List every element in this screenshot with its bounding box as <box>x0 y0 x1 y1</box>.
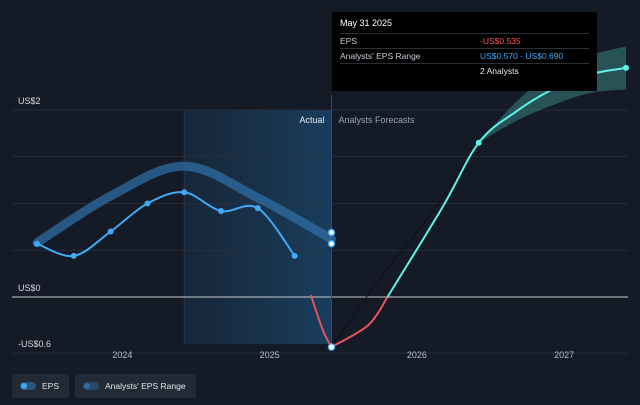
eps-point <box>327 343 336 351</box>
legend-range-label: Analysts' EPS Range <box>105 381 186 391</box>
eps-point <box>218 207 225 214</box>
eps-point <box>144 200 151 207</box>
analysts-range-band <box>32 161 336 248</box>
legend-item-eps[interactable]: EPS <box>12 374 70 398</box>
x-tick-label: 2026 <box>407 350 427 360</box>
legend-eps-label: EPS <box>42 381 60 391</box>
forecast-point <box>623 64 629 71</box>
x-tick-label: 2027 <box>554 350 574 360</box>
tooltip-eps-label: EPS <box>340 36 358 46</box>
tooltip-range-label: Analysts' EPS Range <box>340 51 421 61</box>
forecast-line <box>386 66 627 298</box>
eps-point <box>107 228 114 235</box>
eps-point <box>34 240 40 247</box>
forecast-line-negative <box>330 296 389 348</box>
tooltip-row-analysts: 2 Analysts <box>340 63 589 78</box>
range-swatch-dot <box>84 383 91 389</box>
tooltip-analysts-value: 2 Analysts <box>480 66 519 76</box>
chart-legend: EPS Analysts' EPS Range <box>12 374 196 398</box>
forecast-point <box>475 139 482 146</box>
actual-label: Actual <box>299 115 324 125</box>
forecast-label: Analysts Forecasts <box>339 115 416 125</box>
forecast-consensus-thin-line <box>330 142 480 348</box>
eps-point <box>181 189 188 196</box>
eps-point <box>291 252 298 259</box>
tooltip-row-eps: EPS -US$0.535 <box>340 33 589 48</box>
y-tick-label: US$0 <box>18 283 41 293</box>
eps-swatch-icon <box>20 382 36 390</box>
range-endpoint-point <box>327 240 336 248</box>
range-swatch-bar <box>83 382 100 390</box>
eps-point <box>70 252 77 259</box>
eps-swatch-bar <box>20 382 36 390</box>
x-tick-label: 2025 <box>260 350 280 360</box>
tooltip-range-value: US$0.570 - US$0.690 <box>480 51 564 61</box>
tooltip-eps-value: -US$0.535 <box>480 36 521 46</box>
y-tick-label: -US$0.6 <box>18 339 51 349</box>
legend-item-range[interactable]: Analysts' EPS Range <box>75 374 196 398</box>
hover-tooltip: May 31 2025 EPS -US$0.535 Analysts' EPS … <box>332 12 597 91</box>
tooltip-date: May 31 2025 <box>340 18 393 28</box>
range-swatch-icon <box>83 382 100 390</box>
eps-line-negative <box>309 294 333 348</box>
eps-point <box>254 205 261 212</box>
eps-line <box>36 191 296 258</box>
x-tick-label: 2024 <box>112 350 132 360</box>
y-tick-label: US$2 <box>18 96 41 106</box>
eps-swatch-dot <box>21 383 27 389</box>
tooltip-row-range: Analysts' EPS Range US$0.570 - US$0.690 <box>340 48 589 63</box>
range-endpoint-point <box>327 228 336 237</box>
